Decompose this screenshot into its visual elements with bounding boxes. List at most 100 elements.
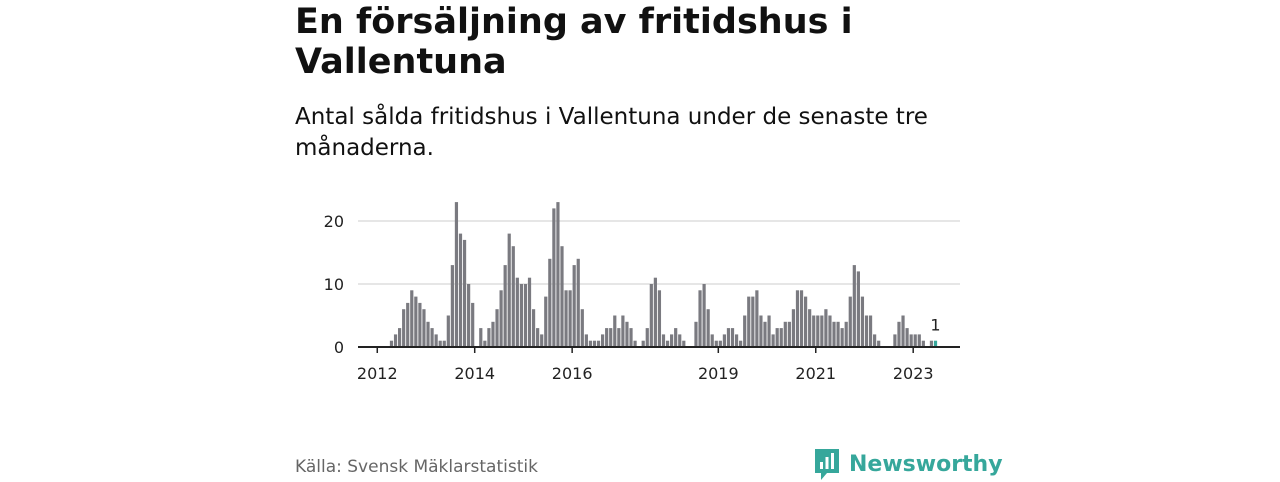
- bar: [519, 284, 523, 347]
- bar: [763, 321, 767, 347]
- bar: [398, 328, 402, 347]
- bar: [641, 340, 645, 347]
- bar: [832, 321, 836, 347]
- bar: [446, 315, 450, 347]
- bar: [804, 296, 808, 347]
- chart-subtitle: Antal sålda fritidshus i Vallentuna unde…: [295, 104, 928, 161]
- chart-title: En försäljning av fritidshus i Vallentun…: [295, 2, 853, 82]
- bar: [897, 321, 901, 347]
- bar: [467, 284, 471, 347]
- bar: [479, 328, 483, 347]
- bar: [816, 315, 820, 347]
- bar: [868, 315, 873, 347]
- bar: [406, 302, 410, 347]
- bar: [844, 321, 848, 347]
- bar: [670, 334, 674, 347]
- bar: [674, 328, 678, 347]
- bar: [462, 239, 467, 347]
- bar: [767, 315, 771, 347]
- bar: [568, 290, 572, 347]
- bar: [751, 296, 755, 347]
- bar: [726, 328, 731, 347]
- bar: [491, 321, 495, 347]
- bar: [808, 309, 812, 347]
- bar: [710, 334, 714, 347]
- bar: [799, 290, 804, 347]
- bar: [848, 296, 852, 347]
- bar: [536, 328, 540, 347]
- bar: [722, 334, 726, 347]
- bar: [450, 265, 454, 347]
- bar: [629, 328, 633, 347]
- bar: [657, 290, 662, 347]
- bar: [487, 328, 491, 347]
- x-tick-label: 2019: [698, 364, 739, 383]
- bar: [909, 334, 913, 347]
- bars: [389, 202, 938, 347]
- bar: [601, 334, 605, 347]
- bar: [694, 321, 698, 347]
- bar: [852, 265, 856, 347]
- bar: [434, 334, 438, 347]
- bar: [682, 340, 686, 347]
- bar: [661, 334, 666, 347]
- bar: [824, 309, 828, 347]
- bar: [893, 334, 897, 347]
- axes: 0 10 20 2012 2014 2016 2019 2021 2023 1: [324, 212, 960, 383]
- bar: [613, 315, 617, 347]
- bar: [901, 315, 905, 347]
- bar: [645, 328, 649, 347]
- bar: [820, 315, 824, 347]
- bar: [515, 277, 519, 347]
- bar: [544, 296, 548, 347]
- bar: [560, 246, 564, 347]
- bar: [917, 334, 921, 347]
- bar: [812, 315, 816, 347]
- bar: [873, 334, 877, 347]
- bar: [698, 290, 702, 347]
- bar: [523, 284, 528, 347]
- y-tick-label: 0: [334, 338, 344, 357]
- bar: [605, 328, 609, 347]
- value-annotation: 1: [930, 316, 940, 335]
- bar: [706, 309, 710, 347]
- bar: [507, 233, 511, 347]
- bar: [921, 340, 925, 347]
- bar: [458, 233, 463, 347]
- bar: [775, 328, 779, 347]
- x-tick-label: 2016: [552, 364, 593, 383]
- bar: [592, 340, 597, 347]
- bar: [511, 246, 515, 347]
- bar: [702, 284, 706, 347]
- bar: [527, 277, 532, 347]
- bar: [580, 309, 584, 347]
- y-tick-label: 20: [324, 212, 344, 231]
- y-tick-label: 10: [324, 275, 344, 294]
- bar: [531, 309, 536, 347]
- bar: [422, 309, 426, 347]
- bar: [621, 315, 625, 347]
- bar: [430, 328, 434, 347]
- bar: [828, 315, 832, 347]
- bar: [596, 340, 601, 347]
- bar: [454, 202, 459, 347]
- bar: [418, 302, 422, 347]
- bar: [552, 208, 556, 347]
- bar: [572, 265, 576, 347]
- bar: [609, 328, 613, 347]
- bar: [426, 321, 430, 347]
- bar: [653, 277, 657, 347]
- bar: [503, 265, 507, 347]
- bar: [588, 340, 593, 347]
- bar: [718, 340, 722, 347]
- brand-logo[interactable]: Newsworthy: [813, 446, 1003, 482]
- bar: [714, 340, 718, 347]
- bar: [678, 334, 682, 347]
- bar: [743, 315, 747, 347]
- bar: [933, 340, 938, 347]
- x-tick-label: 2014: [454, 364, 495, 383]
- bar: [410, 290, 414, 347]
- bar: [564, 290, 568, 347]
- bar: [402, 309, 406, 347]
- bar: [860, 296, 865, 347]
